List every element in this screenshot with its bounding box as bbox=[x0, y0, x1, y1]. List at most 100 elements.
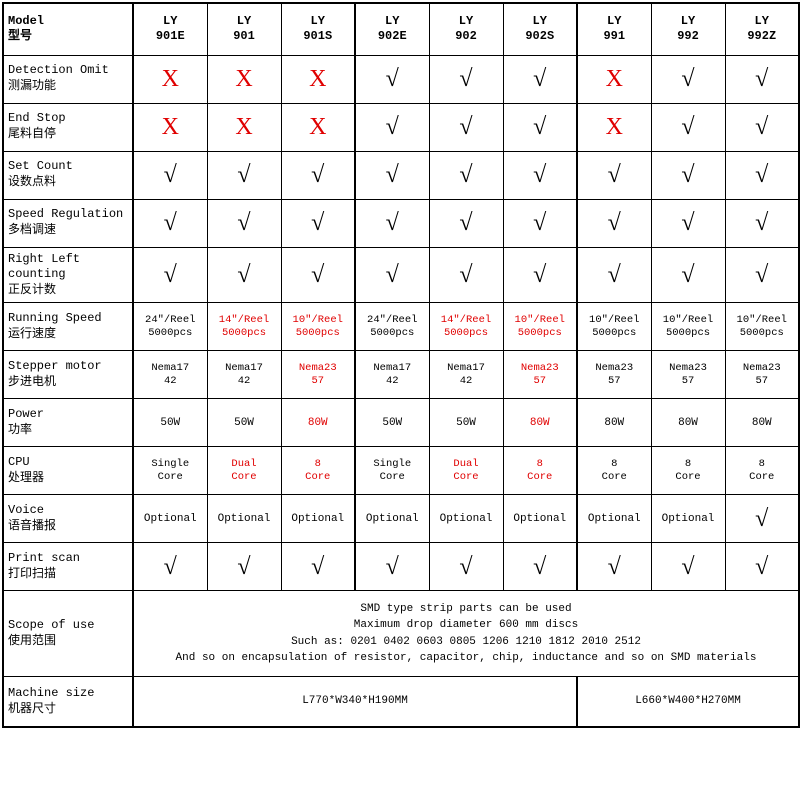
cell: Nema2357 bbox=[281, 351, 355, 399]
cell: Optional bbox=[503, 495, 577, 543]
cell: 14″/Reel5000pcs bbox=[429, 303, 503, 351]
row-label: Detection Omit测漏功能 bbox=[3, 55, 133, 103]
row-label: Set Count设数点料 bbox=[3, 151, 133, 199]
cell: √ bbox=[577, 247, 651, 303]
cell: √ bbox=[503, 247, 577, 303]
size-label: Machine size机器尺寸 bbox=[3, 677, 133, 727]
cell: 10″/Reel5000pcs bbox=[651, 303, 725, 351]
model-LY-901E: LY901E bbox=[133, 3, 207, 55]
cell: Nema1742 bbox=[429, 351, 503, 399]
row-label: Speed Regulation多档调速 bbox=[3, 199, 133, 247]
cell: √ bbox=[355, 55, 429, 103]
cell: Nema1742 bbox=[133, 351, 207, 399]
cell: 50W bbox=[207, 399, 281, 447]
model-LY-901S: LY901S bbox=[281, 3, 355, 55]
cell: √ bbox=[429, 247, 503, 303]
cell: 24″/Reel5000pcs bbox=[355, 303, 429, 351]
cell: 80W bbox=[651, 399, 725, 447]
cell: √ bbox=[429, 543, 503, 591]
row-label: Right Left counting正反计数 bbox=[3, 247, 133, 303]
scope-label: Scope of use使用范围 bbox=[3, 591, 133, 677]
cell: 80W bbox=[281, 399, 355, 447]
cell: 80W bbox=[577, 399, 651, 447]
cell: Nema2357 bbox=[577, 351, 651, 399]
row-label: Running Speed运行速度 bbox=[3, 303, 133, 351]
cell: X bbox=[207, 103, 281, 151]
cell: √ bbox=[725, 55, 799, 103]
size-val-2: L660*W400*H270MM bbox=[577, 677, 799, 727]
cell: √ bbox=[725, 151, 799, 199]
cell: 24″/Reel5000pcs bbox=[133, 303, 207, 351]
cell: 8Core bbox=[651, 447, 725, 495]
cell: √ bbox=[503, 103, 577, 151]
model-LY-902E: LY902E bbox=[355, 3, 429, 55]
cell: DualCore bbox=[207, 447, 281, 495]
cell: 8Core bbox=[503, 447, 577, 495]
cell: X bbox=[577, 55, 651, 103]
cell: √ bbox=[503, 199, 577, 247]
cell: √ bbox=[281, 199, 355, 247]
row-label: Power功率 bbox=[3, 399, 133, 447]
cell: √ bbox=[725, 247, 799, 303]
cell: √ bbox=[355, 543, 429, 591]
model-LY-991: LY991 bbox=[577, 3, 651, 55]
cell: X bbox=[207, 55, 281, 103]
cell: 80W bbox=[725, 399, 799, 447]
cell: 80W bbox=[503, 399, 577, 447]
cell: √ bbox=[355, 199, 429, 247]
cell: √ bbox=[577, 151, 651, 199]
cell: √ bbox=[429, 103, 503, 151]
cell: 10″/Reel5000pcs bbox=[503, 303, 577, 351]
cell: √ bbox=[281, 247, 355, 303]
header-label: Model型号 bbox=[3, 3, 133, 55]
cell: 8Core bbox=[725, 447, 799, 495]
cell: 10″/Reel5000pcs bbox=[725, 303, 799, 351]
cell: 50W bbox=[429, 399, 503, 447]
cell: √ bbox=[207, 151, 281, 199]
cell: SingleCore bbox=[355, 447, 429, 495]
cell: √ bbox=[725, 495, 799, 543]
cell: √ bbox=[725, 199, 799, 247]
cell: 8Core bbox=[281, 447, 355, 495]
cell: √ bbox=[651, 543, 725, 591]
model-LY-901: LY901 bbox=[207, 3, 281, 55]
cell: X bbox=[281, 103, 355, 151]
row-label: End Stop尾料自停 bbox=[3, 103, 133, 151]
cell: √ bbox=[503, 543, 577, 591]
row-label: Stepper motor步进电机 bbox=[3, 351, 133, 399]
cell: √ bbox=[503, 55, 577, 103]
row-label: Voice语音播报 bbox=[3, 495, 133, 543]
cell: √ bbox=[725, 543, 799, 591]
cell: SingleCore bbox=[133, 447, 207, 495]
cell: 10″/Reel5000pcs bbox=[577, 303, 651, 351]
cell: Nema2357 bbox=[725, 351, 799, 399]
row-label: Print scan打印扫描 bbox=[3, 543, 133, 591]
cell: Optional bbox=[207, 495, 281, 543]
cell: Optional bbox=[133, 495, 207, 543]
cell: √ bbox=[207, 543, 281, 591]
model-LY-992: LY992 bbox=[651, 3, 725, 55]
cell: 50W bbox=[355, 399, 429, 447]
cell: Optional bbox=[281, 495, 355, 543]
cell: √ bbox=[503, 151, 577, 199]
cell: 50W bbox=[133, 399, 207, 447]
cell: Nema1742 bbox=[355, 351, 429, 399]
cell: X bbox=[133, 103, 207, 151]
model-LY-992Z: LY992Z bbox=[725, 3, 799, 55]
cell: √ bbox=[133, 247, 207, 303]
cell: Optional bbox=[651, 495, 725, 543]
size-val-1: L770*W340*H190MM bbox=[133, 677, 577, 727]
cell: Optional bbox=[577, 495, 651, 543]
cell: √ bbox=[651, 247, 725, 303]
cell: √ bbox=[651, 151, 725, 199]
cell: √ bbox=[207, 199, 281, 247]
cell: X bbox=[281, 55, 355, 103]
cell: √ bbox=[577, 199, 651, 247]
cell: √ bbox=[355, 103, 429, 151]
cell: √ bbox=[725, 103, 799, 151]
cell: DualCore bbox=[429, 447, 503, 495]
cell: √ bbox=[133, 199, 207, 247]
cell: 8Core bbox=[577, 447, 651, 495]
cell: √ bbox=[281, 151, 355, 199]
spec-table: Model型号LY901ELY901LY901SLY902ELY902LY902… bbox=[2, 2, 800, 728]
